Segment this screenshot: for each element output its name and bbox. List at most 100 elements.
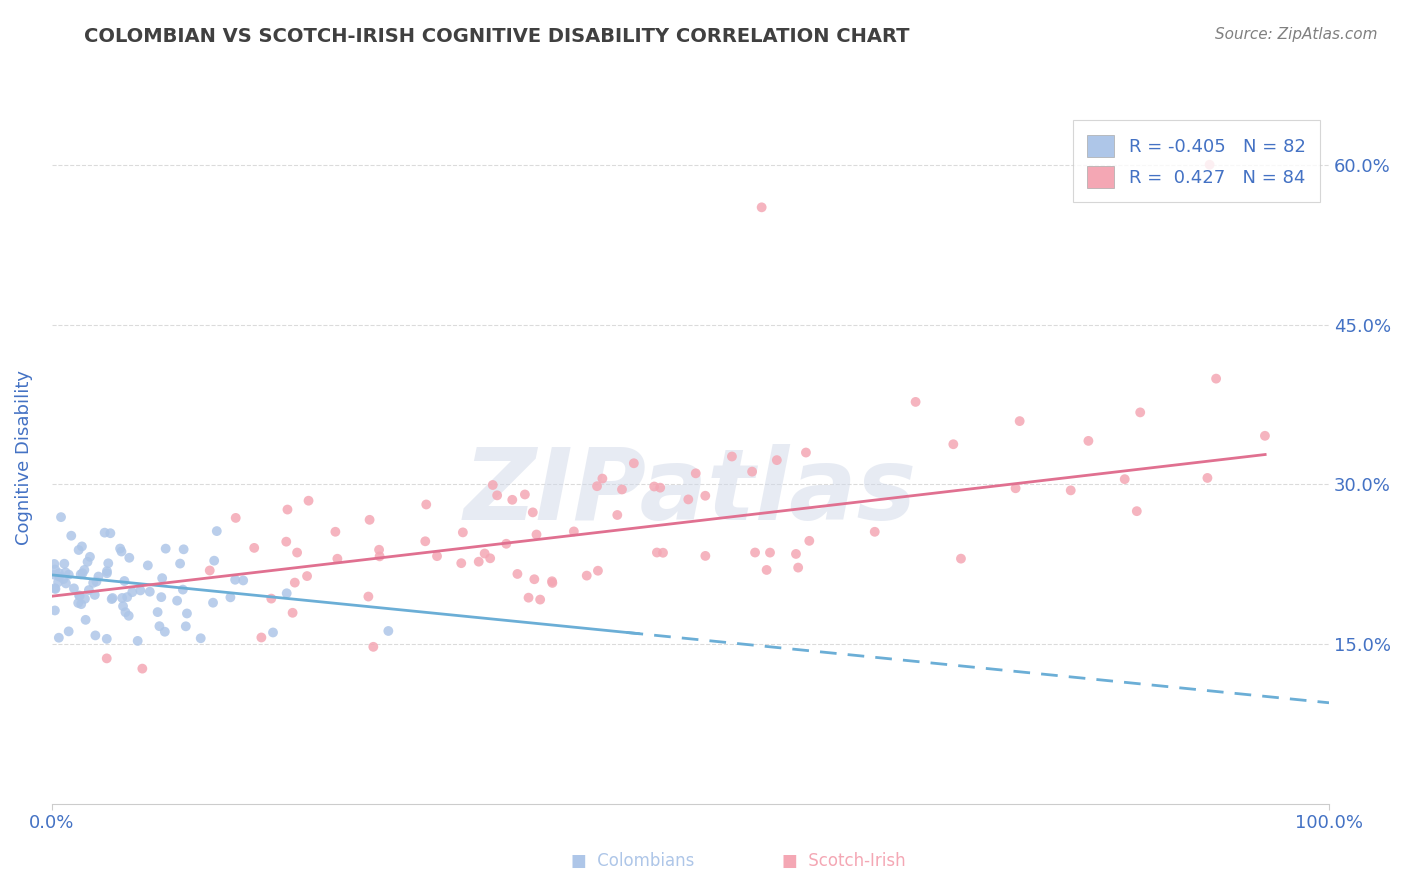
Point <box>205 524 228 538</box>
Point <box>541 574 564 589</box>
Point <box>118 550 141 565</box>
Point <box>650 481 672 495</box>
Point <box>83 588 105 602</box>
Point <box>785 547 807 561</box>
Point <box>67 543 90 558</box>
Point <box>108 541 131 556</box>
Point <box>481 478 503 492</box>
Point <box>1126 504 1149 518</box>
Point <box>44 582 66 596</box>
Point <box>695 549 717 563</box>
Point <box>1004 481 1026 495</box>
Point <box>63 582 86 596</box>
Point <box>741 465 763 479</box>
Point <box>153 624 176 639</box>
Point <box>949 551 972 566</box>
Point <box>169 557 191 571</box>
Text: ■  Scotch-Irish: ■ Scotch-Irish <box>782 852 905 870</box>
Point <box>112 599 135 614</box>
Point <box>523 572 546 586</box>
Point <box>96 566 118 581</box>
Point <box>58 624 80 639</box>
Point <box>190 632 212 646</box>
Point <box>70 597 93 611</box>
Point <box>111 591 134 605</box>
Point <box>172 582 194 597</box>
Point <box>645 545 668 559</box>
Point <box>1198 158 1220 172</box>
Point <box>112 574 135 588</box>
Point <box>415 498 437 512</box>
Point <box>863 524 886 539</box>
Point <box>787 560 810 574</box>
Point <box>155 541 177 556</box>
Point <box>243 541 266 555</box>
Point <box>69 567 91 582</box>
Point <box>49 510 72 524</box>
Point <box>1254 429 1277 443</box>
Point <box>474 547 496 561</box>
Point <box>513 487 536 501</box>
Point <box>70 540 93 554</box>
Point <box>75 613 97 627</box>
Point <box>685 467 707 481</box>
Point <box>486 488 509 502</box>
Point <box>202 554 225 568</box>
Point <box>467 555 489 569</box>
Point <box>67 596 90 610</box>
Point <box>82 575 104 590</box>
Point <box>87 569 110 583</box>
Point <box>176 607 198 621</box>
Point <box>44 557 66 571</box>
Point <box>58 567 80 582</box>
Point <box>413 534 436 549</box>
Point <box>250 631 273 645</box>
Point <box>114 605 136 619</box>
Point <box>643 479 665 493</box>
Point <box>73 563 96 577</box>
Point <box>451 525 474 540</box>
Point <box>623 456 645 470</box>
Point <box>276 586 298 600</box>
Point <box>1129 405 1152 419</box>
Point <box>86 574 108 589</box>
Point <box>96 564 118 578</box>
Point <box>904 395 927 409</box>
Point <box>60 529 83 543</box>
Point <box>84 628 107 642</box>
Point <box>79 549 101 564</box>
Point <box>759 546 782 560</box>
Text: COLOMBIAN VS SCOTCH-IRISH COGNITIVE DISABILITY CORRELATION CHART: COLOMBIAN VS SCOTCH-IRISH COGNITIVE DISA… <box>84 27 910 45</box>
Point <box>55 576 77 591</box>
Point <box>652 546 675 560</box>
Point <box>450 556 472 570</box>
Point <box>591 472 613 486</box>
Point <box>225 511 247 525</box>
Point <box>284 575 307 590</box>
Point <box>297 493 319 508</box>
Legend: R = -0.405   N = 82, R =  0.427   N = 84: R = -0.405 N = 82, R = 0.427 N = 84 <box>1073 120 1320 202</box>
Point <box>46 575 69 590</box>
Point <box>606 508 628 522</box>
Point <box>44 562 66 576</box>
Point <box>100 592 122 607</box>
Point <box>575 568 598 582</box>
Point <box>260 591 283 606</box>
Point <box>174 619 197 633</box>
Point <box>501 492 523 507</box>
Point <box>44 581 66 595</box>
Point <box>129 583 152 598</box>
Point <box>93 525 115 540</box>
Point <box>529 592 551 607</box>
Point <box>121 585 143 599</box>
Point <box>224 573 246 587</box>
Point <box>368 549 391 564</box>
Point <box>479 551 502 566</box>
Point <box>526 527 548 541</box>
Point <box>173 542 195 557</box>
Point <box>1008 414 1031 428</box>
Point <box>326 551 349 566</box>
Point <box>942 437 965 451</box>
Point <box>1197 471 1219 485</box>
Point <box>359 513 381 527</box>
